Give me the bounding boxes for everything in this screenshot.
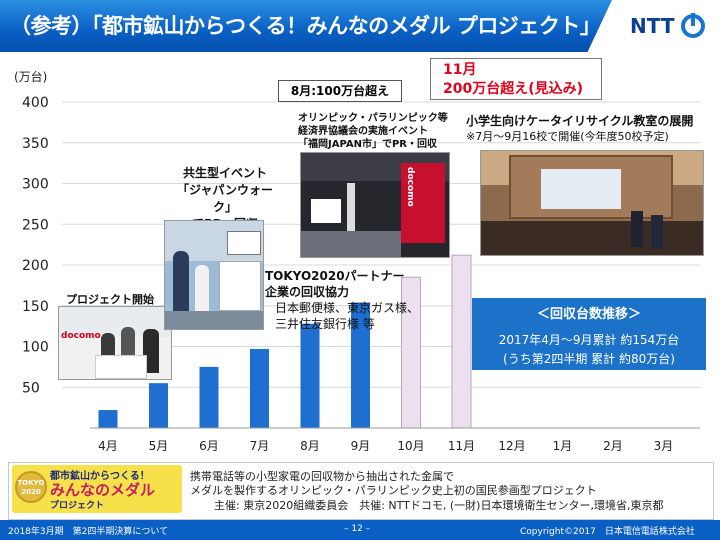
x-tick-label: 8月	[300, 439, 320, 453]
y-tick-label: 50	[22, 380, 40, 396]
y-tick-label: 250	[22, 217, 49, 233]
y-tick-label: 100	[22, 340, 49, 356]
x-tick-label: 4月	[98, 439, 118, 453]
x-tick-label: 2月	[603, 439, 623, 453]
callout-school-title: 小学生向けケータイリサイクル教室の展開	[466, 114, 694, 128]
x-tick-labels: 4月 5月 6月 7月 8月 9月 10月 11月 12月 1月 2月 3月	[98, 439, 673, 453]
logo-sub-text: プロジェクト	[50, 501, 105, 511]
footer: 2018年3月期 第2四半期決算について – 12 – Copyright©20…	[0, 520, 720, 540]
collection-summary-box: ＜回収台数推移＞ 2017年4月～9月累計 約154万台 (うち第2四半期 累計…	[472, 298, 706, 370]
photo-fukuoka-event: docomo	[300, 152, 450, 258]
x-tick-label: 10月	[397, 439, 424, 453]
y-tick-label: 300	[22, 177, 49, 193]
callout-school-note: ※7月～9月16校で開催(今年度50校予定)	[466, 130, 669, 143]
y-axis-unit: (万台)	[14, 70, 48, 84]
callout-japan-walk-line1: 共生型イベント	[182, 166, 267, 180]
y-tick-labels: 50 100 150 200 250 300 350 400	[22, 95, 49, 396]
medal-badge-line1: TOKYO	[17, 479, 45, 487]
photo-project-start: docomo	[58, 306, 172, 380]
header-band	[0, 0, 612, 52]
bar-actual	[149, 383, 168, 428]
x-tick-label: 9月	[351, 439, 371, 453]
summary-line1: 2017年4月～9月累計 約154万台	[498, 333, 680, 347]
copyright-text: Copyright©2017 日本電信電話株式会社	[520, 527, 695, 537]
description-line1: 携帯電話等の小型家電の回収物から抽出された金属で	[190, 470, 454, 483]
callout-partner-line2: 企業の回収協力	[265, 285, 350, 299]
x-tick-label: 5月	[149, 439, 169, 453]
logo-top-text: 都市鉱山からつくる！	[50, 471, 150, 482]
medal-project-logo: TOKYO 2020 都市鉱山からつくる！ みんなのメダル プロジェクト	[12, 465, 182, 513]
callout-japan-walk-line2: 「ジャパンウォーク」	[176, 183, 273, 214]
callout-partner: TOKYO2020パートナー 企業の回収協力 日本郵便様、東京ガス様、 三井住友…	[265, 268, 419, 332]
x-tick-label: 3月	[654, 439, 674, 453]
callout-partner-line1: TOKYO2020パートナー	[265, 269, 405, 283]
callout-november-line2: 200万台超え(見込み)	[443, 81, 584, 97]
callout-partner-line4: 三井住友銀行様 等	[275, 317, 375, 331]
callout-olympic-line2: 経済界協議会の実施イベント	[298, 126, 428, 137]
ntt-logo-mark-icon	[681, 13, 705, 38]
summary-line2: (うち第2四半期 累計 約80万台)	[503, 352, 675, 366]
callout-olympic-line1: オリンピック・パラリンピック等	[298, 113, 448, 124]
callout-project-start: プロジェクト開始	[66, 293, 154, 306]
y-tick-label: 150	[22, 299, 49, 315]
logo-main-text: みんなのメダル	[50, 481, 156, 499]
docomo-sign: docomo	[61, 331, 101, 341]
summary-heading: ＜回収台数推移＞	[536, 307, 641, 322]
x-tick-label: 6月	[199, 439, 219, 453]
x-tick-label: 12月	[498, 439, 525, 453]
photo-school-class	[480, 150, 704, 256]
callout-partner-line3: 日本郵便様、東京ガス様、	[275, 301, 420, 315]
bar-projected	[451, 254, 472, 429]
footer-left-text: 2018年3月期 第2四半期決算について	[8, 527, 169, 537]
callout-november-line1: 11月	[443, 62, 477, 78]
page-title: （参考）「都市鉱山からつくる！みんなのメダル プロジェクト」	[10, 14, 601, 38]
photo-japan-walk	[164, 220, 264, 330]
bar-actual	[300, 323, 320, 428]
x-tick-label: 7月	[250, 439, 270, 453]
chart-bars	[98, 254, 472, 429]
description-line3: 主催: 東京2020組織委員会 共催: NTTドコモ, (一財)日本環境衛生セン…	[214, 499, 664, 512]
medal-badge-line2: 2020	[21, 488, 41, 496]
bar-actual	[98, 410, 118, 428]
page-number: – 12 –	[344, 524, 371, 534]
description-line2: メダルを製作するオリンピック・パラリンピック史上初の国民参画型プロジェクト	[190, 484, 597, 497]
x-tick-label: 1月	[553, 439, 573, 453]
bar-actual	[351, 302, 370, 428]
callout-olympic-line3: 「福岡JAPAN市」でPR・回収	[298, 139, 438, 150]
bar-actual	[250, 348, 269, 428]
callout-november-milestone: 11月 200万台超え(見込み)	[430, 58, 602, 100]
y-tick-label: 400	[22, 95, 49, 111]
header: （参考）「都市鉱山からつくる！みんなのメダル プロジェクト」 NTT	[0, 0, 720, 52]
bar-actual	[199, 366, 219, 428]
docomo-banner: docomo	[405, 167, 415, 207]
callout-olympic-event: オリンピック・パラリンピック等 経済界協議会の実施イベント 「福岡JAPAN市」…	[298, 112, 448, 151]
callout-august-milestone: 8月:100万台超え	[278, 80, 402, 102]
y-tick-label: 350	[22, 136, 49, 152]
y-tick-label: 200	[22, 258, 49, 274]
ntt-logo: NTT	[630, 14, 675, 38]
x-tick-label: 11月	[448, 439, 475, 453]
medal-coin-icon: TOKYO 2020	[15, 471, 47, 503]
